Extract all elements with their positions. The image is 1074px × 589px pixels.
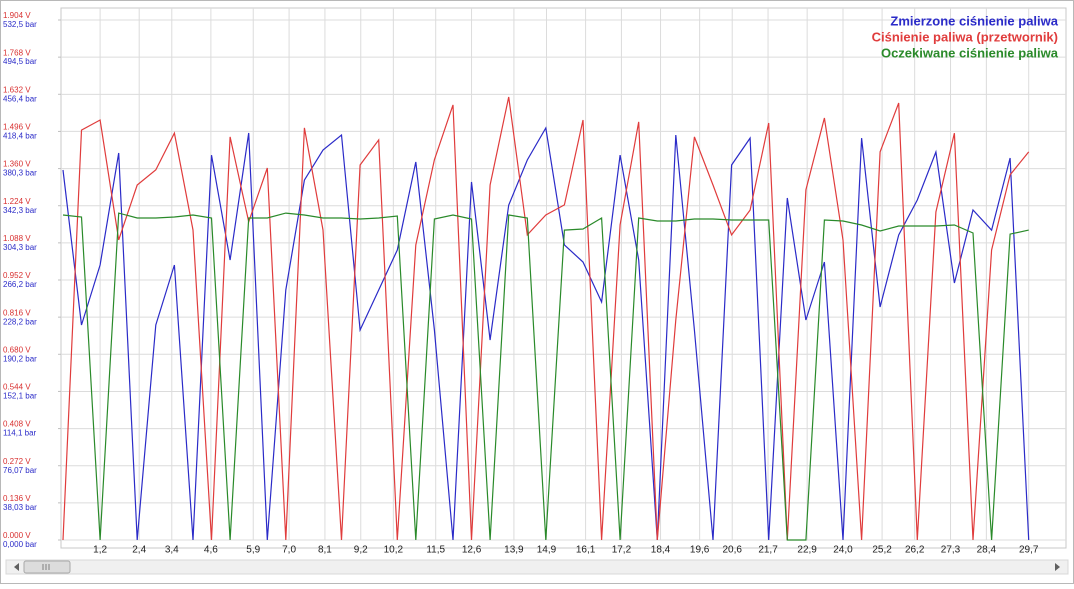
y2-tick-label: 0.544 V <box>3 383 31 392</box>
x-tick-label: 17,2 <box>612 545 632 556</box>
y-tick-label: 418,4 bar <box>3 132 37 141</box>
x-tick-label: 28,4 <box>977 545 997 556</box>
x-tick-label: 25,2 <box>872 545 892 556</box>
x-tick-label: 12,6 <box>462 545 482 556</box>
y-tick-label: 380,3 bar <box>3 169 37 178</box>
x-tick-label: 11,5 <box>426 545 445 556</box>
scroll-thumb[interactable] <box>23 560 71 574</box>
y-tick-label: 190,2 bar <box>3 354 37 363</box>
y2-tick-label: 0.816 V <box>3 308 31 317</box>
x-tick-label: 9,2 <box>354 545 368 556</box>
y2-tick-label: 1.632 V <box>3 85 31 94</box>
y2-tick-label: 1.088 V <box>3 234 31 243</box>
series-line <box>62 212 1029 541</box>
y-tick-label: 494,5 bar <box>3 57 37 66</box>
x-tick-label: 8,1 <box>318 545 332 556</box>
y-tick-label: 0,000 bar <box>3 540 37 549</box>
x-tick-label: 20,6 <box>722 545 742 556</box>
scroll-right-arrow[interactable] <box>1055 563 1060 571</box>
x-tick-label: 27,3 <box>941 545 961 556</box>
y-tick-label: 456,4 bar <box>3 94 37 103</box>
y-tick-label: 228,2 bar <box>3 317 37 326</box>
y2-tick-label: 0.136 V <box>3 494 31 503</box>
y2-tick-label: 1.224 V <box>3 197 31 206</box>
y-tick-label: 342,3 bar <box>3 206 37 215</box>
y2-tick-label: 0.680 V <box>3 345 31 354</box>
y2-tick-label: 1.768 V <box>3 48 31 57</box>
y-tick-label: 152,1 bar <box>3 392 37 401</box>
x-tick-label: 14,9 <box>537 545 557 556</box>
scrollbar[interactable] <box>5 559 1069 575</box>
legend-entry: Ciśnienie paliwa (przetwornik) <box>872 29 1058 44</box>
x-tick-label: 21,7 <box>758 545 778 556</box>
y-tick-label: 76,07 bar <box>3 466 37 475</box>
x-tick-label: 16,1 <box>576 545 596 556</box>
legend-entry: Oczekiwane ciśnienie paliwa <box>881 45 1059 60</box>
x-tick-label: 4,6 <box>204 545 218 556</box>
legend-entry: Zmierzone ciśnienie paliwa <box>890 13 1058 28</box>
scroll-left-arrow[interactable] <box>14 563 19 571</box>
x-tick-label: 26,2 <box>905 545 925 556</box>
x-tick-label: 19,6 <box>690 545 710 556</box>
y2-tick-label: 0.272 V <box>3 457 31 466</box>
x-tick-label: 5,9 <box>246 545 260 556</box>
y-tick-label: 304,3 bar <box>3 243 37 252</box>
y2-tick-label: 0.000 V <box>3 531 31 540</box>
x-tick-label: 2,4 <box>132 545 146 556</box>
y-tick-label: 532,5 bar <box>3 20 37 29</box>
y2-tick-label: 0.952 V <box>3 271 31 280</box>
y-tick-label: 38,03 bar <box>3 503 37 512</box>
scroll-track[interactable] <box>5 559 1069 575</box>
x-tick-label: 1,2 <box>93 545 107 556</box>
y2-tick-label: 1.904 V <box>3 11 31 20</box>
x-tick-label: 13,9 <box>504 545 524 556</box>
y2-tick-label: 1.496 V <box>3 123 31 132</box>
x-tick-label: 18,4 <box>651 545 671 556</box>
y-tick-label: 114,1 bar <box>3 429 37 438</box>
x-tick-label: 10,2 <box>384 545 404 556</box>
x-tick-label: 3,4 <box>165 545 179 556</box>
y-tick-label: 266,2 bar <box>3 280 37 289</box>
series-line <box>62 96 1030 541</box>
x-tick-label: 7,0 <box>282 545 296 556</box>
y2-tick-label: 0.408 V <box>3 420 31 429</box>
y2-tick-label: 1.360 V <box>3 160 31 169</box>
x-tick-label: 22,9 <box>797 545 817 556</box>
x-tick-label: 24,0 <box>833 545 853 556</box>
series-line <box>62 126 1030 541</box>
x-tick-label: 29,7 <box>1019 545 1039 556</box>
scroll-grip <box>42 564 50 570</box>
plot-frame <box>60 7 1067 549</box>
